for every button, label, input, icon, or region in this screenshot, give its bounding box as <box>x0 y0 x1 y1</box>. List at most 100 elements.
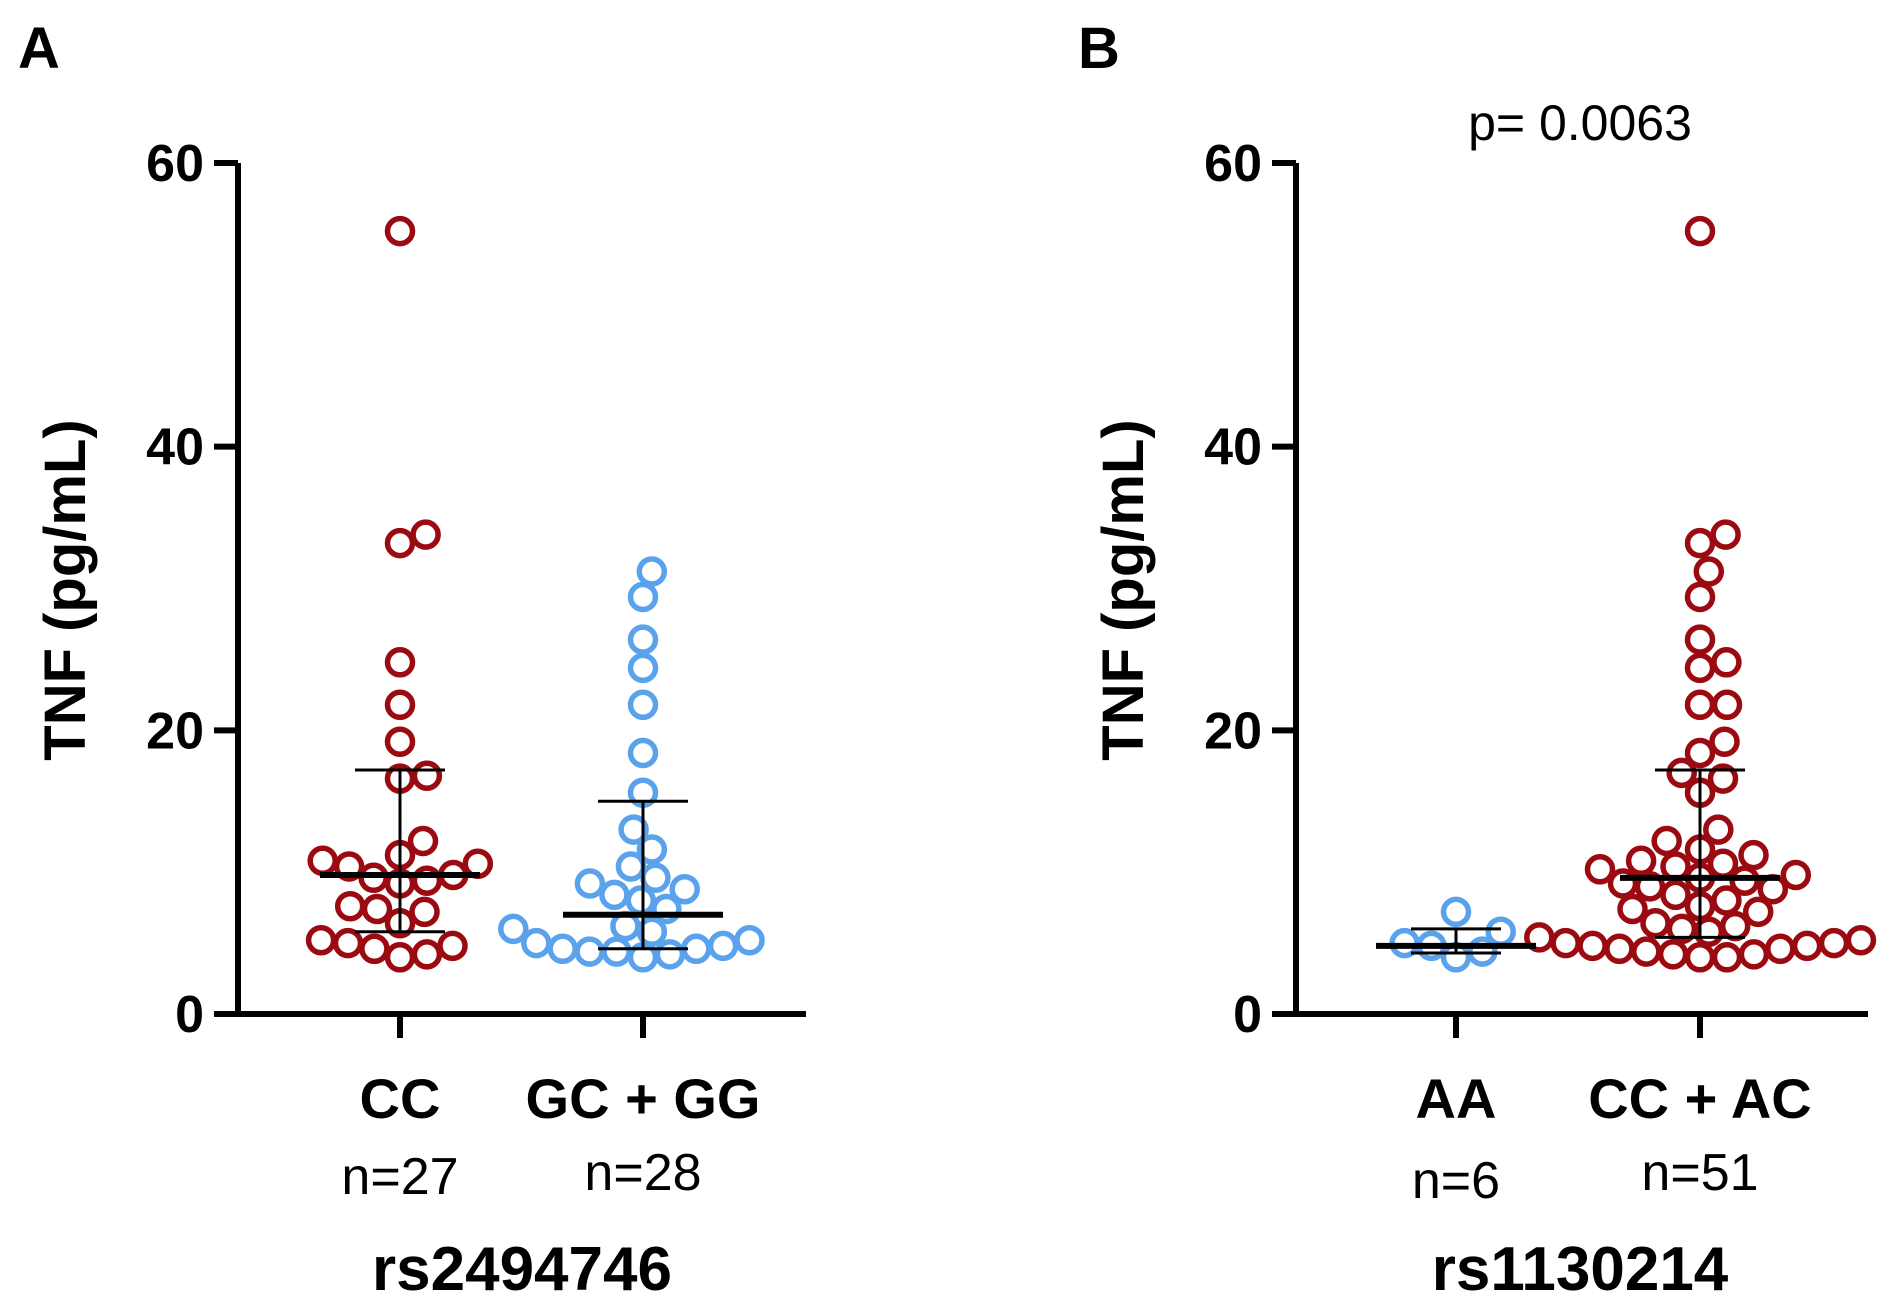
stats-layer <box>320 768 723 951</box>
data-point <box>410 519 441 550</box>
data-point <box>305 924 337 956</box>
data-point <box>574 936 605 967</box>
data-point <box>1780 859 1812 891</box>
data-point <box>521 927 552 959</box>
data-point <box>654 939 686 970</box>
data-point <box>1684 942 1716 973</box>
data-point <box>1651 825 1682 857</box>
data-point <box>333 851 365 882</box>
data-point <box>384 726 416 757</box>
data-point <box>627 689 659 721</box>
data-point <box>1707 763 1739 794</box>
n-label: n=51 <box>1641 1144 1758 1202</box>
data-point <box>1738 839 1769 871</box>
data-point <box>1660 879 1691 911</box>
data-point <box>636 916 668 947</box>
data-point <box>1625 845 1657 877</box>
data-point <box>547 933 578 965</box>
y-tick-label: 20 <box>1204 702 1262 760</box>
points-layer <box>305 215 765 973</box>
panel-b: B p= 0.0063 TNF (pg/mL) 0 20 40 60 AA CC + … <box>1078 16 1877 1304</box>
y-tick-label: 60 <box>1204 135 1262 193</box>
data-point <box>1791 930 1823 962</box>
n-label: n=27 <box>341 1148 458 1206</box>
data-point <box>636 556 668 587</box>
data-point <box>332 927 364 959</box>
data-point <box>1742 896 1774 928</box>
x-axis-title: rs2494746 <box>372 1235 672 1304</box>
category-label: CC <box>360 1067 441 1130</box>
stats-layer <box>1376 768 1780 955</box>
data-point <box>334 890 366 922</box>
panel-letter: A <box>18 16 60 81</box>
y-tick-label: 60 <box>146 135 204 193</box>
data-point <box>1684 624 1716 655</box>
data-point <box>636 834 668 865</box>
data-point <box>651 893 682 925</box>
data-point <box>627 624 659 655</box>
data-point <box>1693 556 1725 587</box>
y-axis-title: TNF (pg/mL) <box>1091 419 1156 760</box>
data-point <box>1711 942 1743 973</box>
data-point <box>1684 527 1716 559</box>
data-point <box>1550 927 1581 959</box>
category-label: GC + GG <box>526 1067 761 1130</box>
data-point <box>1584 854 1616 885</box>
data-point <box>1640 907 1671 939</box>
data-point <box>1684 737 1716 769</box>
data-point <box>627 652 659 684</box>
p-value: p= 0.0063 <box>1468 95 1692 151</box>
y-tick-label: 0 <box>1233 986 1262 1044</box>
data-point <box>1631 936 1662 967</box>
n-label: n=28 <box>584 1144 701 1202</box>
data-point <box>1711 647 1742 678</box>
data-point <box>1577 930 1608 962</box>
data-point <box>707 930 739 962</box>
data-point <box>411 939 443 970</box>
axes <box>235 163 806 1017</box>
data-point <box>1440 896 1472 928</box>
data-point <box>1845 924 1877 956</box>
x-ticks <box>1453 1014 1703 1038</box>
data-point <box>615 851 647 882</box>
data-point <box>1666 757 1697 789</box>
y-ticks: 0 20 40 60 <box>146 135 238 1044</box>
data-point <box>384 215 416 247</box>
panel-letter: B <box>1078 16 1120 81</box>
data-point <box>574 868 606 899</box>
data-point <box>1765 933 1796 965</box>
points-layer <box>1389 215 1877 973</box>
data-point <box>1604 933 1635 965</box>
data-point <box>1684 581 1716 613</box>
data-point <box>498 913 529 945</box>
data-point <box>409 896 440 928</box>
data-point <box>1719 910 1751 942</box>
data-point <box>618 814 649 845</box>
data-point <box>1607 868 1639 899</box>
data-point <box>411 865 443 896</box>
data-point <box>1684 652 1716 684</box>
data-point <box>384 647 416 678</box>
category-label: AA <box>1416 1067 1497 1130</box>
x-axis-title: rs1130214 <box>1432 1235 1729 1304</box>
data-point <box>359 933 390 965</box>
data-point <box>411 760 443 791</box>
y-tick-label: 0 <box>175 986 204 1044</box>
data-point <box>307 845 338 877</box>
y-ticks: 0 20 40 60 <box>1204 135 1296 1044</box>
data-point <box>734 924 765 956</box>
data-point <box>627 581 659 613</box>
data-point <box>1738 939 1770 970</box>
data-point <box>1711 885 1742 916</box>
data-point <box>1617 893 1648 925</box>
n-label: n=6 <box>1412 1152 1500 1210</box>
data-point <box>669 873 700 905</box>
data-point <box>361 893 393 925</box>
data-point <box>1711 689 1743 721</box>
data-point <box>437 930 468 962</box>
panel-a: A TNF (pg/mL) 0 20 40 60 CC GC + GG n=27 n=… <box>18 16 806 1304</box>
y-axis-title: TNF (pg/mL) <box>33 419 98 760</box>
data-point <box>625 885 657 916</box>
data-point <box>384 527 416 559</box>
